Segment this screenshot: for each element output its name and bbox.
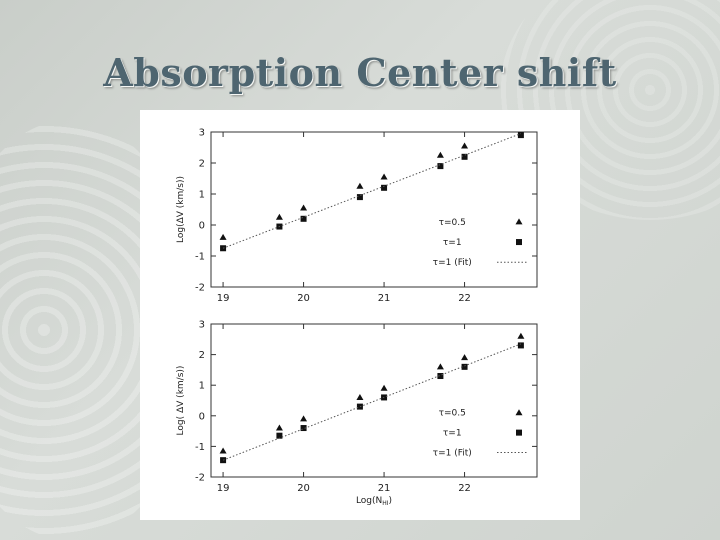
x-tick-label: 20 <box>297 293 310 304</box>
data-point-square <box>356 194 363 201</box>
legend-label: τ=1 (Fit) <box>433 449 472 459</box>
fit-line <box>222 133 522 249</box>
data-point-triangle <box>461 354 469 361</box>
x-tick-label: 20 <box>297 483 310 494</box>
data-point-square <box>437 163 444 170</box>
x-tick-label: 22 <box>458 483 471 494</box>
data-point-square <box>381 184 388 191</box>
slide-title: Absorption Center shift <box>103 50 617 95</box>
data-point-triangle <box>356 393 364 400</box>
data-point-triangle <box>300 415 308 422</box>
data-point-square <box>220 245 227 252</box>
data-point-square <box>356 403 363 410</box>
legend-marker-triangle <box>515 409 523 416</box>
legend-label: τ=1 <box>443 429 462 439</box>
legend-label: τ=0.5 <box>439 409 466 419</box>
data-point-triangle <box>219 447 227 454</box>
data-point-square <box>276 432 283 439</box>
data-point-square <box>300 425 307 432</box>
data-point-square <box>461 363 468 370</box>
legend-marker-square <box>516 429 522 436</box>
y-tick-label: -1 <box>195 252 205 263</box>
data-point-triangle <box>461 142 469 149</box>
data-point-triangle <box>356 182 364 189</box>
plot-frame <box>210 323 538 478</box>
data-point-square <box>300 215 307 222</box>
plot-frame <box>210 131 538 288</box>
data-point-triangle <box>517 332 525 339</box>
y-tick-label: -1 <box>195 442 205 453</box>
data-point-triangle <box>380 384 388 391</box>
data-point-triangle <box>436 363 444 370</box>
y-tick-label: 1 <box>199 381 205 392</box>
y-tick-label: -2 <box>195 283 205 294</box>
data-point-triangle <box>436 151 444 158</box>
figure-panel: 19 20 21 22 3 2 1 0 -1 -2 Log(ΔV (km/s)) τ=0.5 τ=1 τ=… <box>140 110 580 520</box>
data-point-square <box>220 457 227 464</box>
legend-label: τ=0.5 <box>439 218 466 228</box>
data-point-triangle <box>275 213 283 220</box>
y-tick-label: -2 <box>195 473 205 484</box>
legend-marker-triangle <box>515 218 523 225</box>
x-axis-label: Log(NHI) <box>356 496 392 507</box>
y-tick-label: 3 <box>199 128 205 139</box>
y-tick-label: 0 <box>199 411 205 422</box>
data-point-triangle <box>300 204 308 211</box>
x-tick-label: 19 <box>217 293 230 304</box>
legend-label: τ=1 (Fit) <box>433 258 472 268</box>
data-point-square <box>517 132 524 139</box>
y-tick-label: 2 <box>199 159 205 170</box>
x-tick-label: 21 <box>378 483 391 494</box>
fit-line <box>222 343 522 461</box>
x-tick-label: 21 <box>378 293 391 304</box>
y-tick-label: 0 <box>199 221 205 232</box>
y-axis-label: Log(ΔV (km/s)) <box>176 176 186 243</box>
y-axis-label: Log( ΔV (km/s)) <box>176 366 186 436</box>
data-point-square <box>517 342 524 349</box>
x-tick-label: 19 <box>217 483 230 494</box>
data-point-square <box>461 153 468 160</box>
legend-marker-square <box>516 239 522 246</box>
y-tick-label: 3 <box>199 320 205 331</box>
y-tick-label: 1 <box>199 190 205 201</box>
data-point-square <box>437 373 444 380</box>
y-tick-label: 2 <box>199 350 205 361</box>
data-point-triangle <box>380 173 388 180</box>
legend-label: τ=1 <box>443 238 462 248</box>
data-point-triangle <box>275 424 283 431</box>
data-point-triangle <box>219 233 227 240</box>
x-tick-label: 22 <box>458 293 471 304</box>
